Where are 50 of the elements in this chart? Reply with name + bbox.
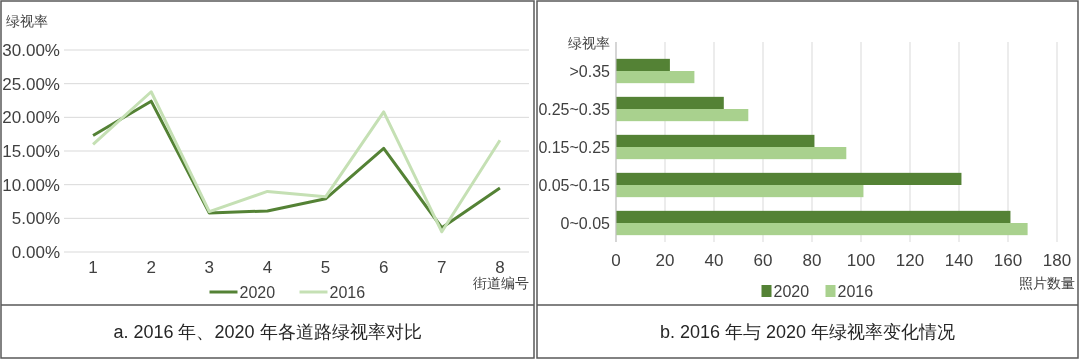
x-axis-title: 街道编号: [473, 275, 529, 291]
y-axis-title: 绿视率: [568, 35, 610, 51]
y-tick-label: 0~0.05: [560, 214, 611, 232]
x-tick-label: 160: [993, 251, 1023, 270]
bar: [616, 58, 670, 71]
y-tick-label: 0.15~0.25: [538, 138, 611, 156]
y-tick-label: >0.35: [569, 62, 611, 80]
bar: [616, 172, 962, 185]
y-tick-label: 30.00%: [2, 40, 60, 60]
x-tick-label: 20: [655, 251, 675, 270]
bar: [616, 210, 1011, 223]
x-tick-label: 7: [437, 258, 447, 277]
text: b. 2016 年与 2020 年绿视率变化情况: [659, 322, 956, 342]
y-tick-label: 25.00%: [2, 74, 60, 94]
y-tick-label: 20.00%: [2, 108, 60, 128]
x-tick-label: 180: [1042, 251, 1072, 270]
legend-label: 2020: [239, 284, 276, 301]
x-tick-label: 5: [320, 258, 331, 277]
x-tick-label: 120: [895, 251, 925, 270]
x-tick-label: 80: [802, 251, 822, 270]
x-tick-label: 6: [378, 258, 389, 277]
y-tick-label: 0.25~0.35: [538, 100, 611, 118]
legend-label: 2016: [329, 284, 366, 301]
x-tick-label: 140: [944, 251, 974, 270]
x-tick-label: 2: [146, 258, 156, 277]
bar: [616, 223, 1028, 236]
x-tick-label: 40: [704, 251, 724, 270]
x-tick-label: 100: [846, 251, 876, 270]
legend-label: 2016: [837, 283, 874, 300]
x-tick-label: 3: [204, 258, 215, 277]
bar: [616, 134, 815, 147]
y-tick-label: 10.00%: [2, 175, 60, 195]
y-tick-label: 15.00%: [2, 141, 60, 161]
x-axis-title: 照片数量: [1019, 275, 1075, 291]
x-tick-label: 8: [495, 258, 505, 277]
bar: [616, 71, 695, 84]
text: a. 2016 年、2020 年各道路绿视率对比: [113, 322, 422, 342]
x-tick-label: 60: [753, 251, 773, 270]
legend-label: 2020: [773, 283, 810, 300]
x-tick-label: 1: [88, 258, 98, 277]
y-tick-label: 0.00%: [11, 242, 60, 262]
y-axis-title: 绿视率: [6, 13, 48, 29]
bar: [616, 147, 847, 160]
y-tick-label: 5.00%: [11, 209, 60, 229]
bar: [616, 185, 864, 198]
y-tick-label: 0.05~0.15: [538, 176, 611, 194]
x-tick-label: 4: [262, 258, 273, 277]
bar: [616, 96, 724, 109]
x-tick-label: 0: [611, 251, 621, 270]
bar: [616, 109, 749, 122]
